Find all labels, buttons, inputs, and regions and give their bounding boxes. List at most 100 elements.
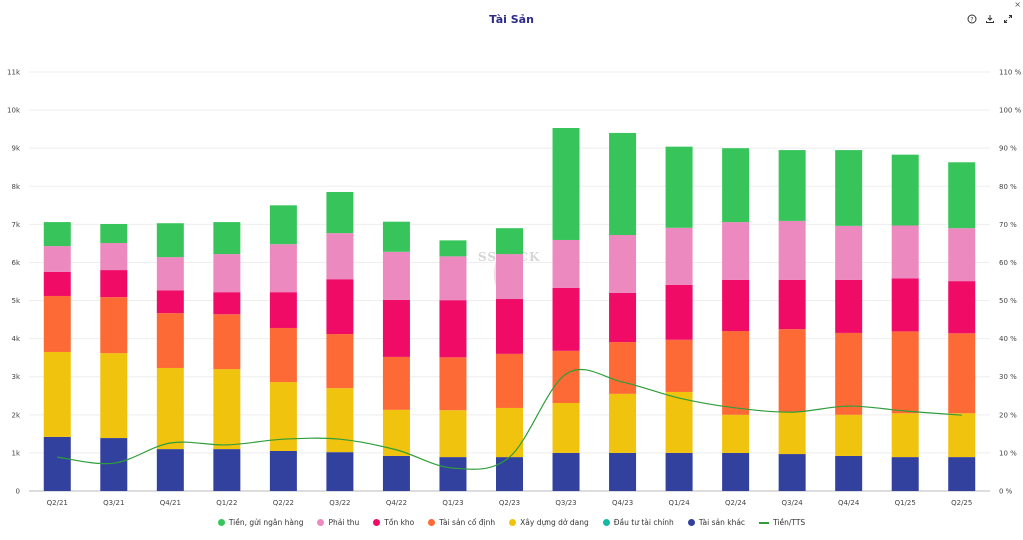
x-axis-tick-label: Q4/24 <box>838 499 860 507</box>
bar-segment <box>552 452 580 491</box>
x-axis-tick-label: Q4/23 <box>612 499 633 507</box>
bar-segment <box>496 457 523 491</box>
y2-axis-tick-label: 0 % <box>999 488 1013 496</box>
bar-segment <box>609 452 637 491</box>
close-icon[interactable]: × <box>1014 0 1021 9</box>
bar-segment <box>326 233 354 280</box>
bar-segment <box>100 353 128 439</box>
bar-segment <box>213 449 241 491</box>
legend-dot-icon <box>217 519 225 526</box>
bar-segment <box>156 223 184 258</box>
legend-item[interactable]: Tồn kho <box>373 518 414 527</box>
bar-segment <box>100 243 128 271</box>
bar-segment <box>269 205 297 245</box>
bar-segment <box>778 220 806 280</box>
y2-axis-tick-label: 30 % <box>999 373 1017 381</box>
bar-segment <box>269 382 297 452</box>
legend-item[interactable]: Tiền, gửi ngân hàng <box>217 518 304 527</box>
bar-segment <box>722 452 750 491</box>
y2-axis-tick-label: 80 % <box>999 183 1017 191</box>
y2-axis-tick-label: 70 % <box>999 221 1017 229</box>
bar-segment <box>213 369 241 450</box>
y-axis-tick-label: 9k <box>11 145 20 153</box>
bar-segment <box>43 271 71 296</box>
bar-segment <box>439 357 467 411</box>
bar-segment <box>326 279 354 335</box>
download-icon[interactable] <box>983 12 997 26</box>
x-axis-tick-label: Q1/22 <box>216 499 237 507</box>
stacked-bar-chart: 0 1k 2k 3k 4k 5k 6k 7k 8k 9k 10k 11k 0 % 10 % 20 % 30 %… <box>7 69 1022 508</box>
legend-item[interactable]: Xây dựng dở dang <box>509 518 589 527</box>
bar-segment <box>326 452 354 491</box>
bar-segment <box>100 438 128 491</box>
bar-segment <box>948 228 976 282</box>
bar-segment <box>722 222 750 280</box>
bar-segment <box>552 350 580 404</box>
y2-axis-tick-label: 100 % <box>999 107 1022 115</box>
legend-dot-icon <box>509 519 517 526</box>
bar-segment <box>552 403 580 453</box>
bar-segment <box>382 221 410 252</box>
x-axis-tick-label: Q1/25 <box>895 499 916 507</box>
legend-dot-icon <box>687 519 695 526</box>
bar-segment <box>156 313 184 368</box>
y-axis-tick-label: 0 <box>16 488 20 496</box>
bar-segment <box>100 270 128 298</box>
bar-segment <box>496 407 523 458</box>
x-axis-tick-label: Q2/23 <box>499 499 520 507</box>
bar-segment <box>891 154 919 226</box>
chart-legend: Tiền, gửi ngân hàng Phải thu Tồn kho Tài sả… <box>0 518 1023 527</box>
x-axis-tick-label: Q4/22 <box>386 499 407 507</box>
bar-segment <box>665 391 693 453</box>
bar-segment <box>213 222 241 255</box>
legend-item[interactable]: Tài sản cố định <box>428 518 495 527</box>
bar-segment <box>835 332 863 415</box>
bar-segment <box>439 240 467 257</box>
legend-dot-icon <box>317 519 325 526</box>
legend-item[interactable]: Đầu tư tài chính <box>602 518 674 527</box>
bar-segment <box>891 225 919 279</box>
bar-segment <box>722 414 750 453</box>
bar-segment <box>665 339 693 392</box>
legend-label: Tiền, gửi ngân hàng <box>228 518 304 527</box>
bar-segment <box>496 353 523 408</box>
bar-segment <box>326 191 354 234</box>
bar-segment <box>552 239 580 288</box>
bar-segment <box>439 256 467 301</box>
legend-label: Đầu tư tài chính <box>613 518 674 527</box>
x-axis-tick-label: Q3/23 <box>555 499 576 507</box>
y-axis-tick-label: 5k <box>11 297 20 305</box>
bar-segment <box>43 295 71 352</box>
legend-line-icon <box>759 521 770 524</box>
bar-segment <box>948 457 976 491</box>
bar-segment <box>609 235 637 293</box>
legend-item[interactable]: Phải thu <box>317 518 359 527</box>
bar-segment <box>609 393 637 453</box>
bar-segment <box>156 367 184 450</box>
bar-segment <box>609 132 637 236</box>
bar-segment <box>496 228 523 255</box>
bar-segment <box>213 314 241 370</box>
bar-segment <box>43 436 71 491</box>
legend-item[interactable]: Tài sản khác <box>687 518 745 527</box>
bar-segment <box>665 284 693 340</box>
bar-segment <box>891 331 919 414</box>
bar-segment <box>269 244 297 293</box>
legend-label: Tài sản cố định <box>439 518 496 527</box>
legend-item[interactable]: Tiền/TTS <box>759 518 805 527</box>
y-axis-tick-label: 10k <box>7 107 21 115</box>
question-circle-icon[interactable]: ? <box>965 12 979 26</box>
expand-icon[interactable] <box>1001 12 1015 26</box>
bar-segment <box>439 300 467 358</box>
svg-text:?: ? <box>970 16 973 23</box>
chart-toolbar: ? <box>965 12 1015 26</box>
bar-segment <box>778 454 806 491</box>
x-axis-tick-label: Q2/21 <box>47 499 68 507</box>
bar-segment <box>948 162 976 229</box>
bar-segment <box>891 413 919 458</box>
legend-label: Tiền/TTS <box>773 518 806 527</box>
y-axis-tick-label: 3k <box>11 373 20 381</box>
y2-axis-tick-label: 40 % <box>999 335 1017 343</box>
y2-axis-tick-label: 110 % <box>999 69 1022 77</box>
legend-dot-icon <box>373 519 381 526</box>
